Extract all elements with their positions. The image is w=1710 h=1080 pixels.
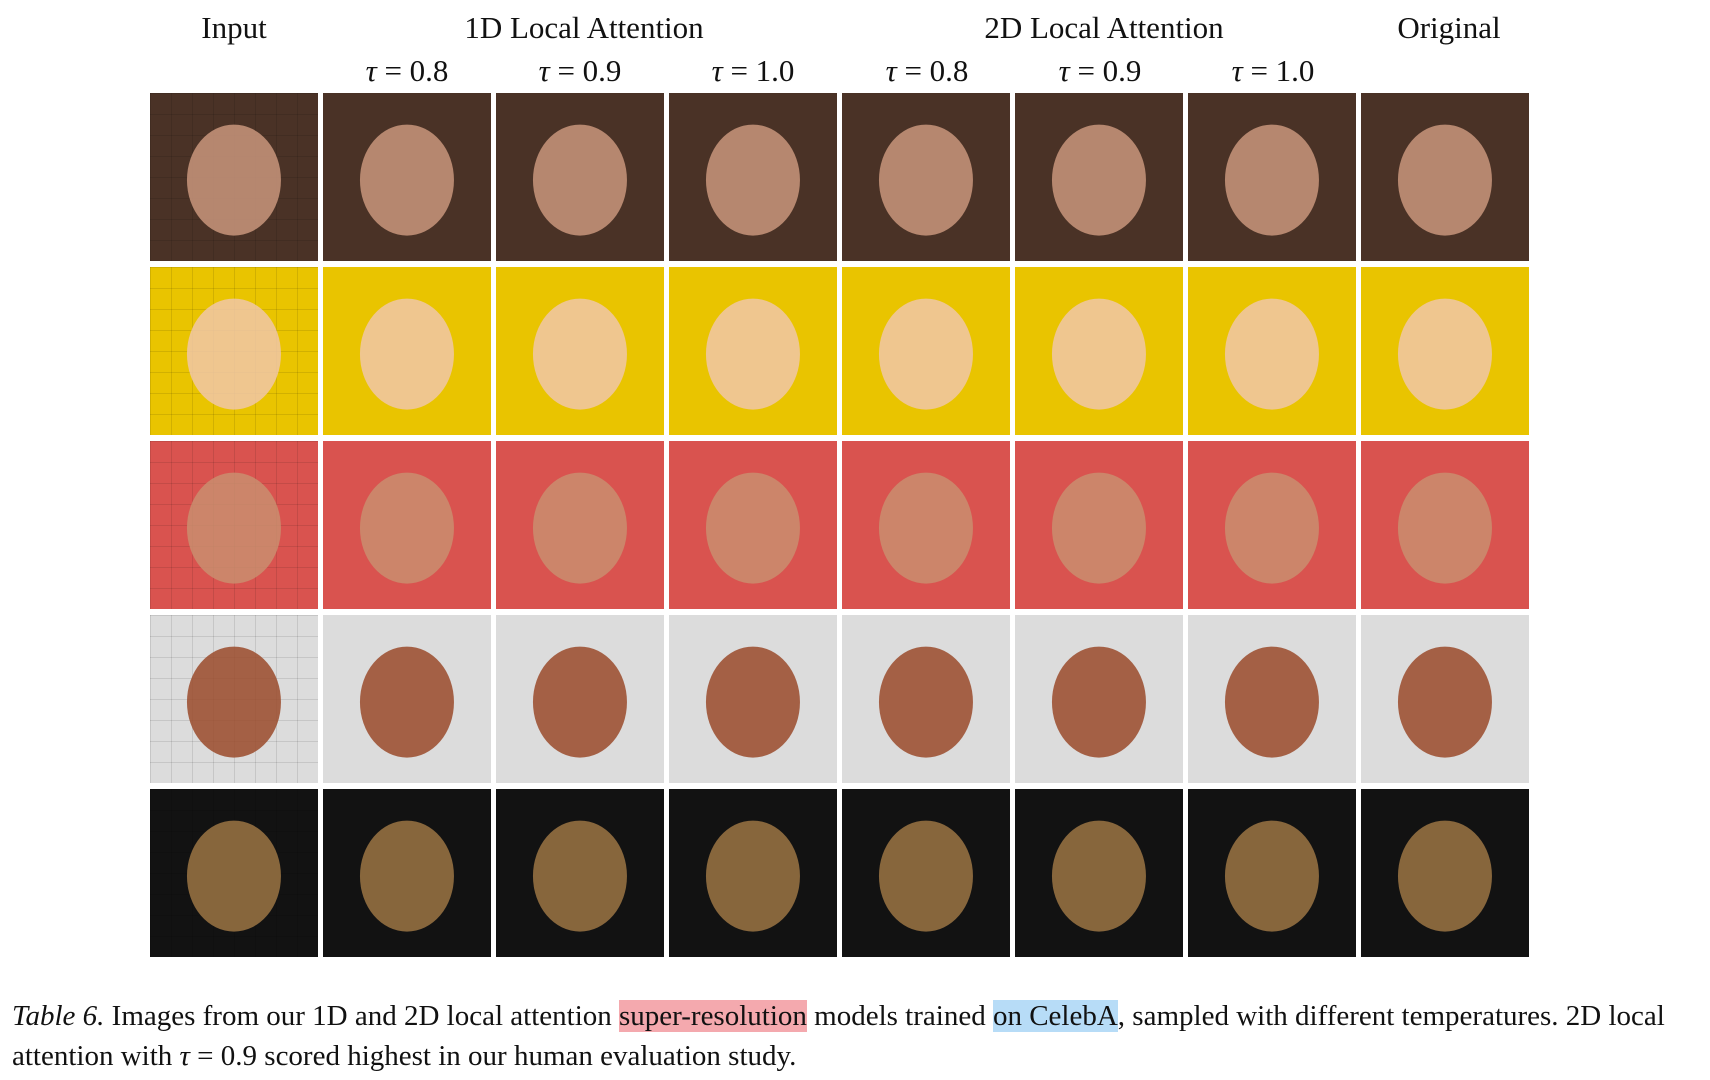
face-image-r1-2d-t09	[1015, 93, 1183, 261]
temp-label-1d-3: τ = 1.0	[711, 53, 795, 88]
header-1d-local-attention: 1D Local Attention	[464, 10, 704, 45]
face-image-r2-1d-t08	[323, 267, 491, 435]
face-image-r3-2d-t08	[842, 441, 1010, 609]
face-image-r4-1d-t08	[323, 615, 491, 783]
face-image-r1-2d-t08	[842, 93, 1010, 261]
caption-text-b: models trained	[806, 1000, 993, 1032]
face-image-r1-1d-t10	[669, 93, 837, 261]
face-image-r3-1d-t10	[669, 441, 837, 609]
face-image-r4-input	[150, 615, 318, 783]
caption-tau: τ	[179, 1040, 190, 1072]
face-image-r2-2d-t10	[1188, 267, 1356, 435]
caption-text-c: , sampled with different temperatures. 2…	[12, 1000, 1665, 1072]
face-image-r5-2d-t09	[1015, 789, 1183, 957]
face-image-r1-1d-t08	[323, 93, 491, 261]
face-image-r1-original	[1361, 93, 1529, 261]
caption-highlight-super-resolution: super-resolution	[619, 1000, 807, 1032]
header-input: Input	[201, 10, 267, 45]
face-image-r4-1d-t10	[669, 615, 837, 783]
caption-text-d: = 0.9 scored highest in our human evalua…	[189, 1040, 797, 1072]
face-image-r4-2d-t10	[1188, 615, 1356, 783]
table-caption: Table 6. Images from our 1D and 2D local…	[12, 996, 1702, 1076]
face-image-r3-2d-t09	[1015, 441, 1183, 609]
face-image-r4-2d-t09	[1015, 615, 1183, 783]
face-image-r5-1d-t09	[496, 789, 664, 957]
face-image-r5-1d-t10	[669, 789, 837, 957]
caption-text-a: Images from our 1D and 2D local attentio…	[104, 1000, 620, 1032]
temp-label-1d-2: τ = 0.9	[538, 53, 622, 88]
face-image-r5-1d-t08	[323, 789, 491, 957]
header-2d-local-attention: 2D Local Attention	[984, 10, 1224, 45]
face-image-r2-1d-t09	[496, 267, 664, 435]
face-image-r3-2d-t10	[1188, 441, 1356, 609]
face-image-r5-original	[1361, 789, 1529, 957]
face-image-r3-1d-t08	[323, 441, 491, 609]
temp-label-2d-2: τ = 0.9	[1058, 53, 1142, 88]
face-image-r5-2d-t08	[842, 789, 1010, 957]
face-image-r3-input	[150, 441, 318, 609]
face-image-r3-1d-t09	[496, 441, 664, 609]
temp-label-1d-1: τ = 0.8	[365, 53, 449, 88]
face-image-r5-input	[150, 789, 318, 957]
face-image-r4-original	[1361, 615, 1529, 783]
temp-label-2d-1: τ = 0.8	[885, 53, 969, 88]
image-grid	[150, 93, 1529, 957]
face-image-r4-2d-t08	[842, 615, 1010, 783]
header-original: Original	[1397, 10, 1501, 45]
face-image-r1-1d-t09	[496, 93, 664, 261]
face-image-r5-2d-t10	[1188, 789, 1356, 957]
face-image-r3-original	[1361, 441, 1529, 609]
caption-highlight-celeba: on CelebA	[992, 1000, 1118, 1032]
face-image-r2-2d-t08	[842, 267, 1010, 435]
face-image-r1-input	[150, 93, 318, 261]
face-image-r1-2d-t10	[1188, 93, 1356, 261]
face-image-r2-2d-t09	[1015, 267, 1183, 435]
caption-label: Table 6.	[12, 1000, 105, 1032]
face-image-r2-original	[1361, 267, 1529, 435]
temp-label-2d-3: τ = 1.0	[1231, 53, 1315, 88]
face-image-r4-1d-t09	[496, 615, 664, 783]
face-image-r2-input	[150, 267, 318, 435]
face-image-r2-1d-t10	[669, 267, 837, 435]
